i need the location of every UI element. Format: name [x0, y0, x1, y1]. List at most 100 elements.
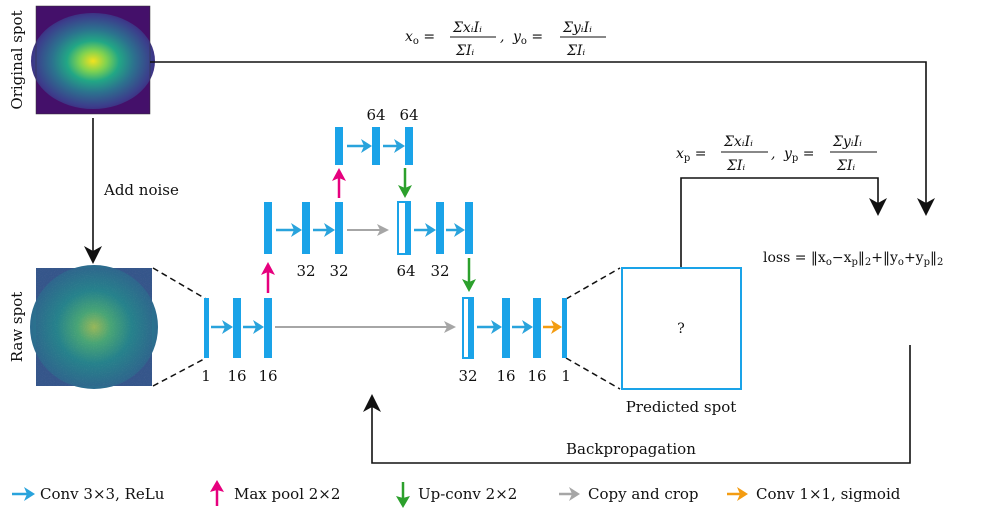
conv-arrow-icon [446, 223, 465, 237]
svg-text:ΣIᵢ: ΣIᵢ [836, 158, 855, 174]
arrow-down-icon [396, 496, 410, 508]
maxpool-arrow-icon [332, 168, 346, 198]
conv-arrow-icon [276, 223, 302, 237]
svg-text:ΣyᵢIᵢ: ΣyᵢIᵢ [832, 134, 862, 150]
original-spot-label: Original spot [8, 10, 26, 109]
layer-block [502, 298, 510, 358]
channel-label: 64 [396, 262, 415, 280]
layer-block [264, 202, 272, 254]
legend-label: Copy and crop [588, 485, 699, 503]
raw-spot-image [30, 265, 158, 389]
legend-label: Max pool 2×2 [234, 485, 340, 503]
add-noise-label: Add noise [103, 181, 179, 199]
channel-label: 32 [329, 262, 348, 280]
channel-label: 32 [296, 262, 315, 280]
layer-block [405, 202, 411, 254]
channel-label: 64 [399, 106, 418, 124]
layer-block [335, 202, 343, 254]
svg-text:,: , [771, 146, 775, 162]
conv-arrow-icon [512, 320, 533, 334]
arrow-right-icon [569, 487, 580, 501]
arrow-right-icon [24, 487, 35, 501]
layer-block [533, 298, 541, 358]
centroid-predicted-equation: xp = ΣxᵢIᵢ ΣIᵢ , yp = ΣyᵢIᵢ ΣIᵢ [676, 134, 877, 174]
legend-label: Conv 1×1, sigmoid [756, 485, 901, 503]
layer-block [405, 127, 413, 165]
svg-text:ΣyᵢIᵢ: ΣyᵢIᵢ [562, 20, 592, 36]
original-to-loss-line [150, 61, 927, 210]
layer-block [264, 298, 272, 358]
legend-item-copy: Copy and crop [559, 485, 699, 503]
svg-text:yp =: yp = [783, 146, 815, 164]
svg-text:ΣIᵢ: ΣIᵢ [455, 43, 474, 59]
svg-text:xp =: xp = [676, 146, 707, 164]
svg-text:ΣxᵢIᵢ: ΣxᵢIᵢ [452, 20, 482, 36]
channel-label: 32 [430, 262, 449, 280]
legend-label: Up-conv 2×2 [418, 485, 517, 503]
predicted-spot-placeholder: ? [677, 321, 685, 337]
layer-block [468, 298, 474, 358]
predicted-spot-label: Predicted spot [626, 398, 737, 416]
legend-label: Conv 3×3, ReLu [40, 485, 165, 503]
add-noise-arrowhead [84, 246, 102, 264]
layer-block [204, 298, 209, 358]
conv-arrow-icon [414, 223, 436, 237]
upconv-arrow-icon [462, 258, 476, 292]
layer-block [233, 298, 241, 358]
centroid-original-equation: xo = ΣxᵢIᵢ ΣIᵢ , yo = ΣyᵢIᵢ ΣIᵢ [405, 20, 606, 59]
backpropagation-label: Backpropagation [566, 440, 696, 458]
channel-label: 32 [458, 367, 477, 385]
backpropagation-line [371, 345, 911, 464]
layer-block [465, 202, 473, 254]
legend: Conv 3×3, ReLu Max pool 2×2 Up-conv 2×2 … [12, 480, 901, 508]
svg-text:ΣIᵢ: ΣIᵢ [726, 158, 745, 174]
channel-label: 1 [201, 367, 211, 385]
backpropagation-arrowhead [363, 394, 381, 412]
output-dashed-top [565, 267, 621, 300]
original-to-loss-arrowhead [917, 198, 935, 216]
svg-text:ΣIᵢ: ΣIᵢ [566, 43, 585, 59]
predicted-to-loss-arrowhead [869, 198, 887, 216]
output-dashed-bottom [565, 357, 621, 390]
channel-label: 16 [527, 367, 546, 385]
layer-block [302, 202, 310, 254]
layer-block [562, 298, 567, 358]
layer-block [372, 127, 380, 165]
maxpool-arrow-icon [261, 262, 275, 293]
conv-arrow-icon [477, 320, 502, 334]
channel-label: 1 [561, 367, 571, 385]
layer-block [335, 127, 343, 165]
arrow-up-icon [210, 480, 224, 492]
legend-item-maxpool: Max pool 2×2 [210, 480, 340, 506]
layer-block [436, 202, 444, 254]
loss-equation: loss = ‖xo−xp‖2+‖yo+yp‖2 [763, 250, 943, 268]
svg-text:,: , [500, 29, 504, 45]
conv-arrow-icon [243, 320, 264, 334]
channel-label: 16 [496, 367, 515, 385]
svg-text:xo =: xo = [405, 29, 435, 47]
channel-label: 16 [227, 367, 246, 385]
arrow-right-icon [737, 487, 748, 501]
sigmoid-arrow-icon [543, 320, 562, 334]
legend-item-upconv: Up-conv 2×2 [396, 482, 517, 508]
raw-spot-label: Raw spot [8, 292, 26, 363]
upconv-arrow-icon [398, 168, 412, 198]
legend-item-conv: Conv 3×3, ReLu [12, 485, 165, 503]
conv-arrow-icon [211, 320, 233, 334]
input-dashed-top [152, 267, 207, 300]
conv-arrow-icon [347, 139, 372, 153]
legend-item-sigmoid: Conv 1×1, sigmoid [727, 485, 901, 503]
conv-arrow-icon [383, 139, 405, 153]
conv-arrow-icon [313, 223, 335, 237]
channel-label: 16 [258, 367, 277, 385]
copy-crop-arrow-icon [347, 224, 389, 236]
svg-text:yo =: yo = [512, 29, 543, 47]
predicted-spot-box [621, 267, 742, 390]
channel-label: 64 [366, 106, 385, 124]
input-dashed-bottom [152, 357, 207, 387]
svg-text:ΣxᵢIᵢ: ΣxᵢIᵢ [723, 134, 753, 150]
predicted-to-loss-line [680, 177, 879, 268]
original-spot-image [31, 5, 155, 115]
copy-crop-arrow-icon [275, 321, 456, 333]
